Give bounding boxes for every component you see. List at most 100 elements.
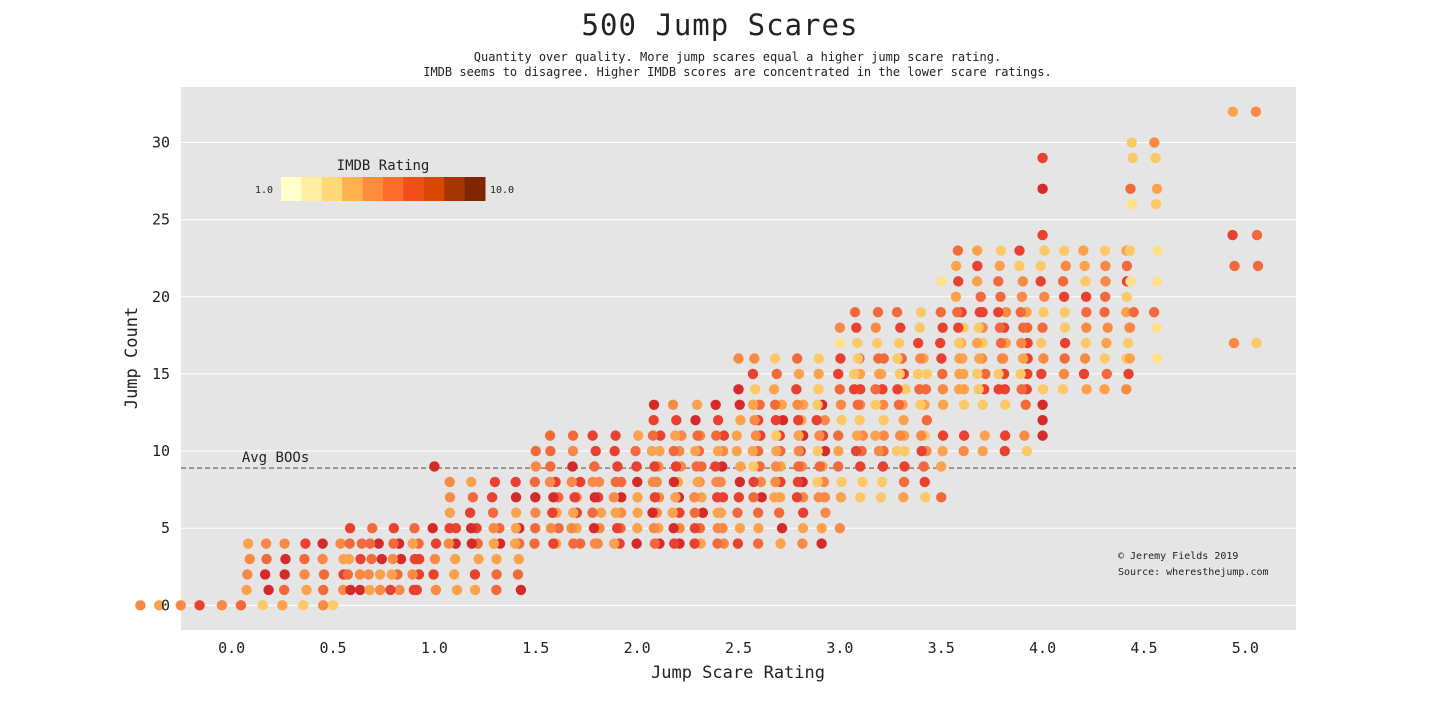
data-point bbox=[1150, 152, 1161, 164]
data-point bbox=[873, 368, 885, 380]
data-point bbox=[1121, 291, 1132, 302]
data-point bbox=[1100, 276, 1111, 287]
data-point bbox=[1059, 353, 1070, 364]
data-point bbox=[529, 476, 541, 488]
data-point bbox=[548, 538, 559, 549]
data-point bbox=[953, 276, 964, 287]
data-point bbox=[852, 337, 863, 349]
data-point bbox=[299, 569, 310, 580]
data-point bbox=[545, 461, 556, 472]
data-point bbox=[977, 399, 988, 410]
data-point bbox=[899, 461, 910, 472]
data-point bbox=[1014, 260, 1025, 272]
data-point bbox=[872, 307, 884, 318]
chart-title: 500 Jump Scares bbox=[581, 8, 859, 42]
source-text: Source: wheresthejump.com bbox=[1118, 567, 1269, 578]
data-point bbox=[1251, 229, 1263, 241]
data-point bbox=[1016, 291, 1028, 302]
data-point bbox=[791, 492, 803, 503]
data-point bbox=[667, 399, 679, 410]
data-point bbox=[374, 584, 386, 596]
data-point bbox=[894, 368, 905, 380]
colorbar-swatch bbox=[383, 177, 404, 201]
data-point bbox=[1124, 245, 1136, 256]
data-point bbox=[1078, 245, 1089, 256]
data-point bbox=[1227, 229, 1238, 241]
data-point bbox=[958, 399, 970, 410]
data-point bbox=[491, 584, 502, 596]
data-point bbox=[548, 492, 559, 503]
data-point bbox=[590, 445, 601, 457]
data-point bbox=[1037, 384, 1049, 395]
data-point bbox=[1101, 368, 1113, 380]
data-point bbox=[752, 538, 764, 549]
data-point bbox=[691, 461, 702, 472]
data-point bbox=[819, 415, 831, 426]
data-point bbox=[1019, 430, 1030, 441]
data-point bbox=[553, 522, 564, 534]
chart-subtitle-line-2: IMDB seems to disagree. Higher IMDB scor… bbox=[423, 65, 1052, 79]
data-point bbox=[1060, 260, 1072, 272]
data-point bbox=[567, 430, 579, 441]
data-point bbox=[952, 307, 963, 318]
data-point bbox=[791, 384, 802, 395]
data-point bbox=[852, 399, 864, 410]
data-point bbox=[1099, 384, 1110, 395]
data-point bbox=[364, 538, 376, 549]
data-point bbox=[395, 553, 407, 565]
data-point bbox=[409, 553, 421, 565]
data-point bbox=[612, 461, 623, 472]
data-point bbox=[954, 353, 965, 364]
data-point bbox=[1081, 307, 1092, 318]
data-point bbox=[1039, 291, 1050, 302]
data-point bbox=[1125, 183, 1136, 195]
data-point bbox=[834, 522, 846, 534]
data-point bbox=[819, 445, 831, 457]
data-point bbox=[954, 368, 965, 380]
data-point bbox=[870, 430, 881, 441]
data-point bbox=[648, 522, 660, 534]
data-point bbox=[692, 476, 703, 488]
data-point bbox=[1150, 199, 1162, 210]
data-point bbox=[792, 399, 803, 410]
data-point bbox=[977, 445, 988, 457]
y-tick-label: 20 bbox=[152, 288, 170, 306]
data-point bbox=[444, 492, 456, 503]
data-point bbox=[449, 569, 460, 580]
data-point bbox=[364, 584, 375, 596]
data-point bbox=[655, 430, 666, 441]
data-point bbox=[833, 430, 844, 441]
data-point bbox=[797, 538, 808, 549]
data-point bbox=[733, 384, 744, 395]
data-point bbox=[300, 538, 311, 549]
data-point bbox=[1124, 353, 1136, 364]
data-point bbox=[875, 492, 887, 503]
data-point bbox=[893, 399, 905, 410]
data-point bbox=[999, 399, 1011, 410]
data-point bbox=[975, 291, 986, 302]
data-point bbox=[1251, 337, 1262, 349]
data-point bbox=[430, 538, 442, 549]
data-point bbox=[568, 538, 579, 549]
data-point bbox=[1000, 307, 1012, 318]
data-point bbox=[589, 492, 601, 503]
data-point bbox=[610, 507, 621, 518]
data-point bbox=[1035, 260, 1046, 272]
data-point bbox=[971, 368, 983, 380]
data-point bbox=[916, 430, 927, 441]
data-point bbox=[936, 461, 947, 472]
data-point bbox=[733, 353, 744, 364]
data-point bbox=[873, 445, 885, 457]
data-point bbox=[344, 522, 356, 534]
data-point bbox=[752, 507, 764, 518]
data-point bbox=[1151, 183, 1163, 195]
data-point bbox=[849, 307, 861, 318]
data-point bbox=[668, 476, 680, 488]
data-point bbox=[710, 430, 722, 441]
data-point bbox=[937, 430, 949, 441]
data-point bbox=[451, 584, 463, 596]
data-point bbox=[259, 569, 271, 580]
data-point bbox=[1252, 260, 1264, 272]
data-point bbox=[530, 461, 541, 472]
